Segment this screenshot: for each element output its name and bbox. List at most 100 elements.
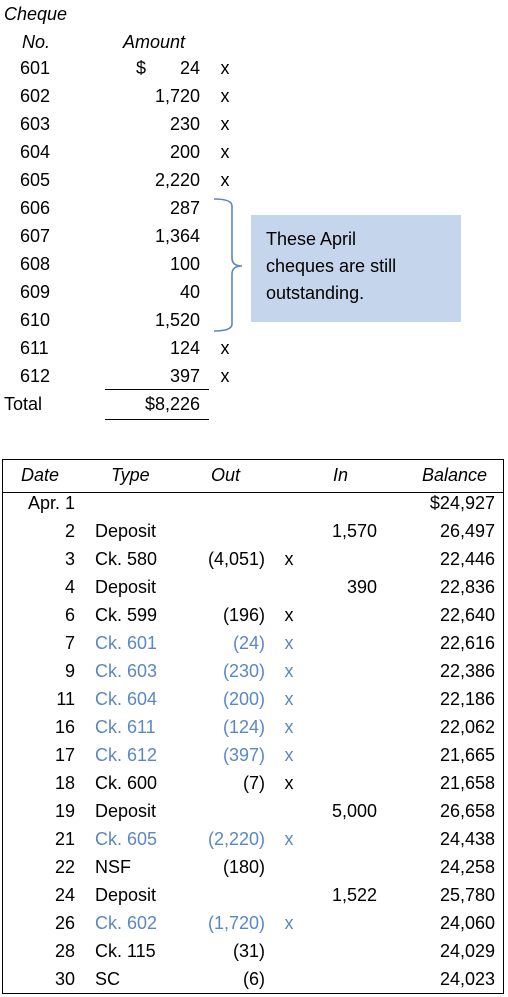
cheque-amount: 100 bbox=[169, 254, 200, 274]
row-balance: 21,665 bbox=[439, 745, 495, 765]
cheque-number: 612 bbox=[20, 366, 51, 386]
row-in: 390 bbox=[346, 577, 377, 597]
row-out: (124) bbox=[222, 717, 265, 737]
cheque-row: 602 1,720 x bbox=[0, 86, 260, 114]
ledger-row: 4 Deposit 390 22,836 bbox=[3, 577, 503, 605]
ledger-row: 22 NSF (180) 24,258 bbox=[3, 857, 503, 885]
cleared-mark: x bbox=[220, 114, 230, 134]
row-balance: 22,640 bbox=[439, 605, 495, 625]
row-type: Ck. 612 bbox=[95, 745, 158, 765]
cheque-number: 607 bbox=[20, 226, 51, 246]
cheque-number: 611 bbox=[20, 338, 49, 358]
row-type: Ck. 601 bbox=[95, 633, 158, 653]
row-cleared-mark: x bbox=[284, 773, 294, 793]
row-balance: 22,446 bbox=[439, 549, 495, 569]
row-type: Deposit bbox=[95, 801, 157, 821]
ledger-row: 19 Deposit 5,000 26,658 bbox=[3, 801, 503, 829]
ledger-row: 6 Ck. 599 (196) x 22,640 bbox=[3, 605, 503, 633]
cheque-row: 612 397 x bbox=[0, 366, 260, 394]
cheque-number: 608 bbox=[20, 254, 51, 274]
row-type: Ck. 602 bbox=[95, 913, 158, 933]
row-date: 30 bbox=[54, 969, 75, 989]
cleared-mark: x bbox=[220, 86, 230, 106]
cheque-amount: 2,220 bbox=[154, 170, 200, 190]
row-balance: 22,836 bbox=[439, 577, 495, 597]
row-balance: 22,616 bbox=[439, 633, 495, 653]
row-type: Ck. 611 bbox=[95, 717, 156, 737]
cheque-row: 601 $24 x bbox=[0, 58, 260, 86]
row-balance: 22,062 bbox=[439, 717, 495, 737]
col-header-type: Type bbox=[111, 465, 150, 485]
outstanding-bracket bbox=[213, 198, 243, 332]
cheque-amount: 1,520 bbox=[154, 310, 200, 330]
cheque-number: 601 bbox=[20, 58, 51, 78]
cheque-amount: 1,364 bbox=[154, 226, 200, 246]
cleared-mark: x bbox=[220, 338, 230, 358]
row-balance: 25,780 bbox=[439, 885, 495, 905]
row-date: 16 bbox=[54, 717, 75, 737]
note-line: cheques are still bbox=[266, 256, 397, 276]
cheque-number: 606 bbox=[20, 198, 51, 218]
cheque-amount: 124 bbox=[169, 338, 200, 358]
outstanding-note: These April cheques are still outstandin… bbox=[251, 215, 461, 322]
total-value: $8,226 bbox=[144, 394, 200, 414]
col-header-date: Date bbox=[21, 465, 60, 485]
row-in: 1,570 bbox=[331, 521, 377, 541]
cheque-amount: 230 bbox=[169, 114, 200, 134]
row-type: SC bbox=[95, 969, 121, 989]
ledger-row: 17 Ck. 612 (397) x 21,665 bbox=[3, 745, 503, 773]
row-type: Ck. 599 bbox=[95, 605, 158, 625]
note-line: These April bbox=[266, 229, 357, 249]
row-balance: 21,658 bbox=[439, 773, 495, 793]
row-balance: 24,438 bbox=[439, 829, 495, 849]
cheque-amount: 397 bbox=[169, 366, 200, 386]
ledger-row: 3 Ck. 580 (4,051) x 22,446 bbox=[3, 549, 503, 577]
cheque-row: 608 100 bbox=[0, 254, 260, 282]
row-cleared-mark: x bbox=[284, 717, 294, 737]
cheque-row: 607 1,364 bbox=[0, 226, 260, 254]
currency-symbol: $ bbox=[136, 58, 147, 78]
row-date: 24 bbox=[54, 885, 75, 905]
cheque-row: 604 200 x bbox=[0, 142, 260, 170]
row-out: (31) bbox=[232, 941, 265, 961]
row-type: Ck. 115 bbox=[95, 941, 156, 961]
cheque-amount: 40 bbox=[179, 282, 200, 302]
note-line: outstanding. bbox=[266, 283, 365, 303]
total-rule-bottom bbox=[105, 419, 209, 420]
cheque-number: 603 bbox=[20, 114, 51, 134]
row-balance: 24,258 bbox=[439, 857, 495, 877]
row-cleared-mark: x bbox=[284, 745, 294, 765]
row-balance: $24,927 bbox=[429, 493, 495, 513]
row-in: 1,522 bbox=[331, 885, 377, 905]
row-out: (7) bbox=[243, 773, 265, 793]
cheque-amount-header: Amount bbox=[123, 32, 186, 52]
cheque-row: 603 230 x bbox=[0, 114, 260, 142]
row-cleared-mark: x bbox=[284, 661, 294, 681]
ledger-row: 2 Deposit 1,570 26,497 bbox=[3, 521, 503, 549]
cheque-row: 609 40 bbox=[0, 282, 260, 310]
cheque-number: 602 bbox=[20, 86, 51, 106]
cleared-mark: x bbox=[220, 142, 230, 162]
cheque-amount: 1,720 bbox=[154, 86, 200, 106]
row-out: (24) bbox=[232, 633, 265, 653]
cheque-no-header: No. bbox=[22, 32, 51, 52]
cleared-mark: x bbox=[220, 58, 230, 78]
cheque-number: 604 bbox=[20, 142, 51, 162]
ledger-row: 9 Ck. 603 (230) x 22,386 bbox=[3, 661, 503, 689]
row-type: Ck. 600 bbox=[95, 773, 158, 793]
row-date: 22 bbox=[54, 857, 75, 877]
ledger-row: 21 Ck. 605 (2,220) x 24,438 bbox=[3, 829, 503, 857]
row-cleared-mark: x bbox=[284, 549, 294, 569]
row-cleared-mark: x bbox=[284, 913, 294, 933]
row-date: 2 bbox=[64, 521, 75, 541]
cleared-mark: x bbox=[220, 366, 230, 386]
row-cleared-mark: x bbox=[284, 633, 294, 653]
ledger-row: Apr. 1 $24,927 bbox=[3, 493, 503, 521]
row-date: 19 bbox=[54, 801, 75, 821]
row-type: NSF bbox=[95, 857, 131, 877]
row-type: Ck. 605 bbox=[95, 829, 158, 849]
row-balance: 26,658 bbox=[439, 801, 495, 821]
row-type: Ck. 580 bbox=[95, 549, 158, 569]
row-out: (196) bbox=[222, 605, 265, 625]
row-balance: 22,186 bbox=[439, 689, 495, 709]
